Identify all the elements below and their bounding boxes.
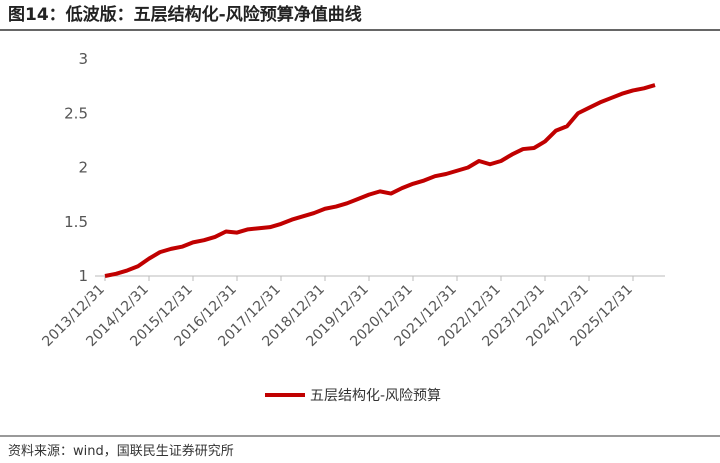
data-line [104, 83, 656, 278]
y-tick-label: 1 [78, 267, 88, 285]
y-tick-label: 1.5 [64, 213, 88, 231]
legend-label: 五层结构化-风险预算 [310, 388, 441, 404]
source: 资料来源：wind，国联民生证券研究所 [8, 443, 234, 459]
y-tick-label: 2.5 [64, 104, 88, 122]
chart-title: 图14：低波版：五层结构化-风险预算净值曲线 [8, 4, 362, 25]
y-tick-label: 2 [78, 159, 88, 177]
y-tick-label: 3 [78, 50, 88, 68]
